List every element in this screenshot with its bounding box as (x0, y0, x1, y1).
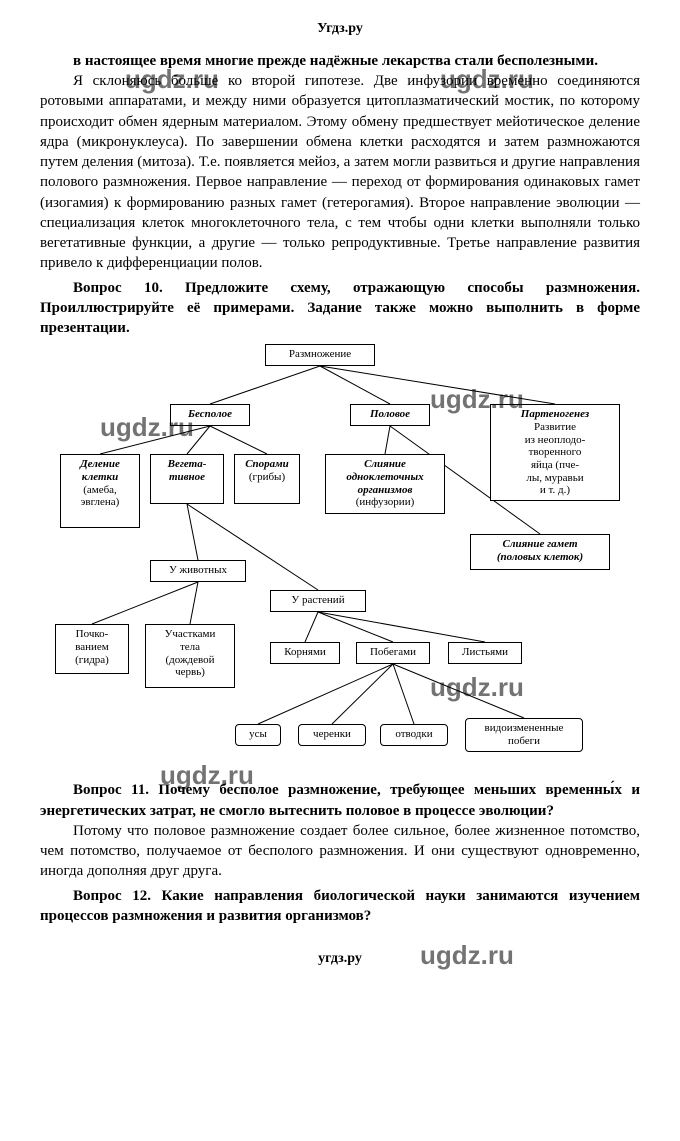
node-leaves: Листьями (448, 642, 522, 664)
site-header: Угдз.ру (40, 20, 640, 39)
fragment-continuation: в настоящее время многие прежде надёжные… (40, 51, 640, 71)
node-animals: У животных (150, 560, 246, 582)
site-footer: угдз.ру (40, 950, 640, 969)
question-10: Вопрос 10. Предложите схему, отражающую … (40, 278, 640, 339)
node-spores: Спорами(грибы) (234, 454, 300, 504)
node-fusion1: Слияниеодноклеточныхорганизмов(инфузории… (325, 454, 445, 514)
node-cuttings: черенки (298, 724, 366, 746)
node-gametes: Слияние гамет(половых клеток) (470, 534, 610, 570)
node-division: Делениеклетки(амеба,эвглена) (60, 454, 140, 528)
node-budding: Почко-ванием(гидра) (55, 624, 129, 674)
node-roots: Корнями (270, 642, 340, 664)
node-shoots: Побегами (356, 642, 430, 664)
paragraph-answer-9: Я склоняюсь больше ко второй гипотезе. Д… (40, 71, 640, 274)
node-modshoots: видоизмененныепобеги (465, 718, 583, 752)
node-plants: У растений (270, 590, 366, 612)
node-usy: усы (235, 724, 281, 746)
question-12: Вопрос 12. Какие направления биологическ… (40, 886, 640, 927)
node-veget: Вегета-тивное (150, 454, 224, 504)
reproduction-diagram: Размножение Бесполое Половое ПартеногенезРа… (40, 344, 640, 774)
question-11: Вопрос 11. Почему бесполое размножение, … (40, 780, 640, 821)
node-root: Размножение (265, 344, 375, 366)
node-sexual: Половое (350, 404, 430, 426)
node-parth: ПартеногенезРазвитиеиз неоплодо-творенно… (490, 404, 620, 500)
node-bodyparts: Участкамитела(дождевойчервь) (145, 624, 235, 688)
node-asexual: Бесполое (170, 404, 250, 426)
answer-11: Потому что половое размножение создает б… (40, 821, 640, 882)
node-layering: отводки (380, 724, 448, 746)
